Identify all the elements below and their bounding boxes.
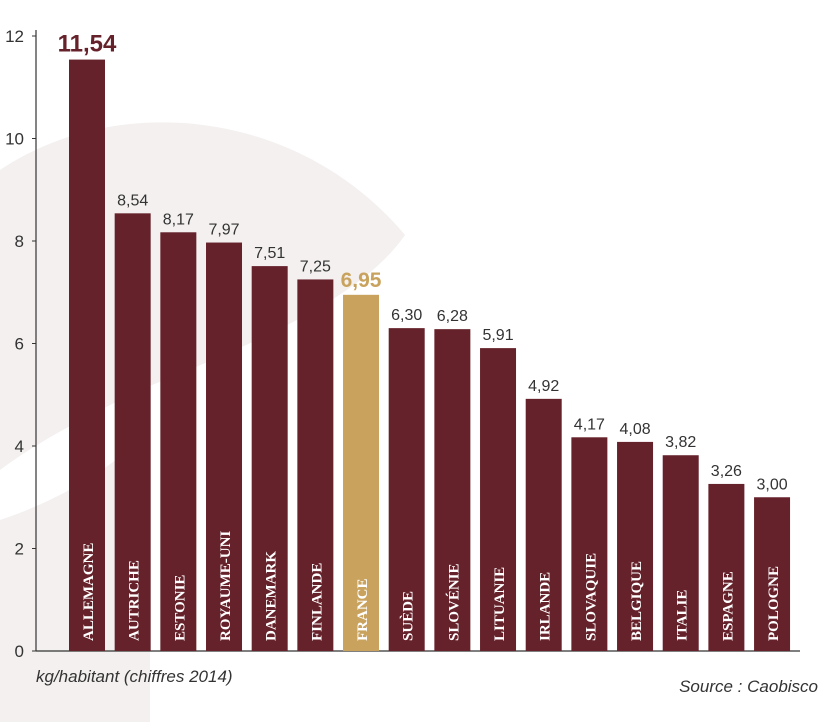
category-label: LITUANIE [492, 567, 508, 641]
bar-royaume-uni [206, 242, 243, 652]
bar-value-label: 6,30 [391, 307, 422, 324]
y-tick-label: 8 [15, 232, 24, 251]
bar-value-label: 6,95 [341, 269, 382, 292]
bar-value-label: 3,26 [711, 463, 742, 480]
bar-value-label: 3,00 [756, 476, 787, 493]
category-label: AUTRICHE [127, 560, 143, 641]
bar-estonie [160, 232, 197, 652]
category-label: POLOGNE [766, 566, 782, 641]
y-tick-label: 10 [5, 130, 24, 149]
bar-value-label: 4,17 [574, 416, 605, 433]
category-label: ALLEMAGNE [81, 543, 97, 641]
category-label: SUÈDE [400, 591, 417, 641]
source-note: Source : Caobisco [679, 677, 818, 696]
bars: 11,54 ALLEMAGNE 8,54 AUTRICHE 8,17 ESTONIE 7,9… [58, 31, 791, 652]
bar-france [343, 294, 380, 651]
y-tick-label: 12 [5, 27, 24, 46]
category-label: FRANCE [355, 579, 371, 642]
bar-value-label: 11,54 [58, 31, 117, 58]
bar-value-label: 8,54 [117, 192, 148, 209]
y-axis-unit-label: kg/habitant (chiffres 2014) [36, 667, 233, 686]
category-label: FINLANDE [309, 563, 325, 641]
y-tick-label: 2 [15, 540, 24, 559]
bar-danemark [251, 266, 288, 651]
bar-autriche [114, 213, 151, 651]
bar-slovaquie [571, 437, 608, 651]
category-label: BELGIQUE [629, 561, 645, 641]
category-label: IRLANDE [538, 572, 554, 641]
category-label: ROYAUME-UNI [218, 531, 234, 641]
bar-value-label: 4,92 [528, 378, 559, 395]
category-label: ITALIE [675, 590, 691, 641]
category-label: SLOVAQUIE [583, 553, 599, 641]
y-tick-label: 4 [15, 437, 24, 456]
category-label: ESTONIE [172, 575, 188, 641]
bar-allemagne [69, 59, 105, 651]
bar-value-label: 8,17 [163, 211, 194, 228]
bar-value-label: 5,91 [482, 327, 513, 344]
bar-irlande [525, 398, 562, 651]
bar-lituanie [480, 348, 517, 651]
bar-value-label: 6,28 [437, 308, 468, 325]
category-label: SLOVÉNIE [445, 563, 462, 641]
y-tick-label: 6 [15, 335, 24, 354]
bar-pologne [754, 497, 791, 651]
category-label: DANEMARK [264, 551, 280, 641]
bar-finlande [297, 279, 334, 651]
bar-value-label: 7,51 [254, 245, 285, 262]
bar-belgique [617, 441, 654, 651]
bar-value-label: 7,25 [300, 258, 331, 275]
bar-value-label: 3,82 [665, 434, 696, 451]
bar-su-de [388, 328, 425, 652]
bar-value-label: 7,97 [208, 222, 239, 239]
bar-value-label: 4,08 [619, 421, 650, 438]
bar-espagne [708, 483, 745, 651]
bar-slov-nie [434, 329, 471, 651]
y-tick-label: 0 [15, 642, 24, 661]
bar-italie [662, 455, 699, 651]
category-label: ESPAGNE [720, 571, 736, 641]
